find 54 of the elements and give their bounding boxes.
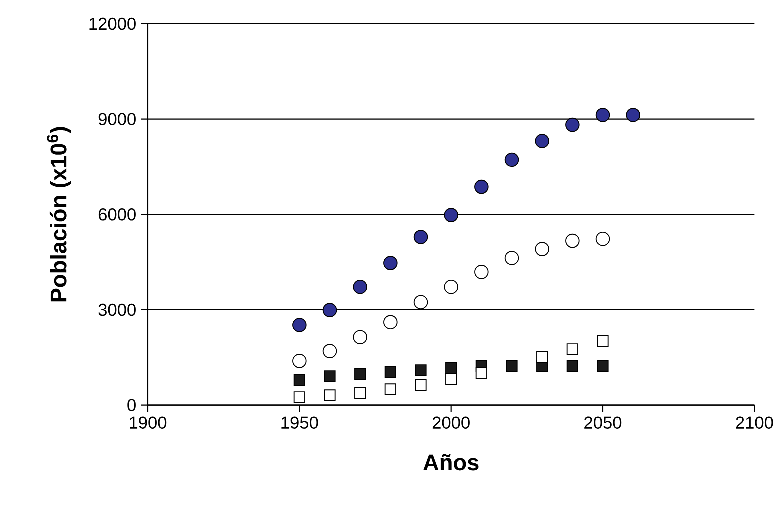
point — [446, 373, 458, 386]
point — [414, 295, 428, 310]
point — [535, 134, 550, 148]
y-tick-label: 0 — [128, 399, 136, 412]
point — [446, 362, 458, 374]
x-tick-label: 2100 — [736, 416, 774, 429]
point — [384, 256, 398, 270]
point — [476, 367, 488, 380]
point — [596, 108, 610, 122]
point — [292, 318, 307, 332]
point — [414, 230, 428, 244]
point — [596, 232, 610, 246]
y-tick-label: 6000 — [98, 208, 136, 221]
point — [444, 280, 458, 294]
point — [384, 384, 396, 396]
point — [626, 108, 640, 122]
y-tick-label: 3000 — [98, 304, 136, 316]
point — [504, 251, 520, 266]
point — [353, 330, 368, 344]
point — [294, 392, 306, 404]
point — [504, 152, 520, 168]
x-axis-title: Años — [424, 454, 479, 471]
point — [322, 344, 338, 358]
point — [566, 234, 580, 248]
point — [324, 390, 336, 402]
point — [536, 352, 548, 364]
point — [474, 265, 489, 280]
point — [566, 360, 578, 372]
point — [354, 387, 366, 400]
point — [384, 366, 396, 378]
y-axis-title: Población (x10$^{6}$) — [47, 127, 72, 302]
point — [415, 364, 427, 376]
y-tick-label: 12000 — [90, 18, 136, 30]
x-tick-label: 2000 — [432, 416, 470, 429]
point — [294, 374, 306, 386]
point — [444, 208, 458, 222]
point — [415, 380, 427, 392]
y-tick-label: 9000 — [98, 113, 136, 126]
point — [354, 368, 366, 380]
point — [292, 354, 307, 368]
point — [474, 180, 489, 194]
point — [384, 315, 398, 330]
point — [322, 303, 338, 318]
point — [566, 118, 580, 132]
point — [597, 360, 609, 372]
point — [566, 344, 578, 356]
point — [597, 335, 609, 347]
x-tick-label: 1900 — [130, 416, 167, 429]
point — [353, 280, 368, 294]
point — [535, 242, 550, 256]
x-tick-label: 2050 — [584, 416, 622, 429]
point — [324, 370, 336, 382]
point — [506, 360, 518, 372]
x-tick-label: 1950 — [282, 416, 318, 429]
